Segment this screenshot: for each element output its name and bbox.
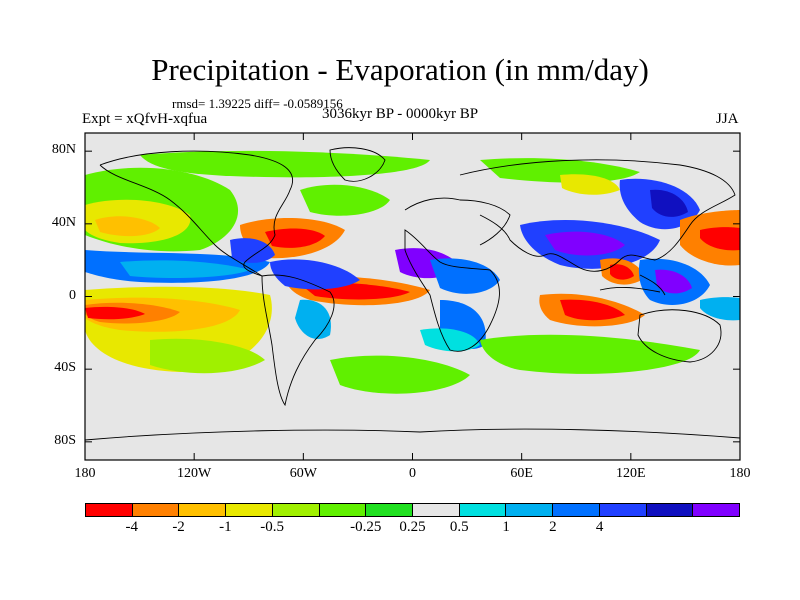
coastline [329, 147, 386, 182]
colorbar-label: 4 [595, 519, 604, 535]
field-region [700, 297, 740, 321]
x-tick-label: 180 [74, 466, 96, 481]
field-region [85, 306, 145, 320]
coastline [85, 428, 740, 441]
colorbar-swatch [179, 504, 227, 516]
colorbar-label: -0.5 [260, 519, 285, 535]
field-region [230, 238, 275, 263]
coastlines [85, 147, 740, 441]
field-shading [85, 150, 740, 394]
y-tick-label: 80N [51, 142, 76, 158]
y-tick-label: 0 [69, 287, 76, 303]
field-region [95, 216, 160, 237]
colorbar-label: 1 [502, 519, 510, 535]
colorbar-label: 0.25 [399, 519, 426, 535]
colorbar-swatch [86, 504, 133, 516]
colorbar-label: -0.25 [350, 519, 382, 535]
colorbar-swatch [132, 504, 180, 516]
x-tick-label: 0 [409, 466, 416, 481]
coastline [261, 274, 335, 407]
colorbar-label: -1 [219, 519, 232, 535]
y-tick-label: 40S [54, 360, 76, 376]
tick-marks [84, 133, 741, 460]
coastline [639, 274, 666, 296]
colorbar-swatch [646, 504, 694, 516]
coastline [99, 150, 293, 277]
field-region [545, 231, 625, 256]
x-tick-label: 60W [289, 466, 317, 481]
colorbar-swatch [319, 504, 367, 516]
field-region [265, 228, 325, 248]
season-label: JJA [716, 111, 739, 127]
field-region [330, 355, 470, 394]
colorbar [85, 503, 740, 517]
field-region [430, 258, 500, 294]
x-tick-label: 120E [616, 466, 646, 481]
coastline [459, 159, 736, 272]
field-region [610, 264, 634, 280]
coastline [404, 229, 500, 352]
colorbar-swatch [459, 504, 507, 516]
colorbar-label: 0.5 [449, 519, 469, 535]
period-label: 3036kyr BP - 0000kyr BP [322, 106, 479, 122]
field-region [140, 150, 430, 178]
colorbar-label: 2 [549, 519, 557, 535]
coastline [637, 309, 722, 363]
y-tick-label: 80S [54, 432, 76, 448]
field-region [120, 260, 250, 278]
colorbar-label: -2 [172, 519, 185, 535]
colorbar-label: -4 [125, 519, 139, 535]
x-tick-label: 180 [729, 466, 751, 481]
field-region [560, 299, 625, 321]
field-region [650, 189, 688, 217]
rmsd-diff-stats: rmsd= 1.39225 diff= -0.0589156 [172, 96, 343, 111]
x-tick-label: 120W [177, 466, 212, 481]
colorbar-swatch [599, 504, 647, 516]
field-region [655, 269, 692, 294]
coastline [99, 164, 263, 277]
field-region [300, 184, 390, 216]
x-tick-label: 60E [510, 466, 533, 481]
experiment-label: Expt = xQfvH-xqfua [82, 111, 208, 127]
colorbar-swatch [553, 504, 600, 516]
field-region [270, 259, 360, 290]
field-region [150, 338, 265, 374]
colorbar-swatch [272, 504, 320, 516]
field-region [295, 299, 331, 339]
colorbar-swatch [366, 504, 414, 516]
coastline [599, 286, 661, 293]
colorbar-swatch [226, 504, 273, 516]
colorbar-swatch [506, 504, 554, 516]
field-region [560, 174, 620, 195]
colorbar-swatch [413, 504, 460, 516]
field-region [700, 227, 740, 251]
colorbar-swatch [693, 504, 740, 516]
field-region [420, 328, 480, 352]
y-tick-label: 40N [51, 214, 76, 230]
plot-title: Precipitation - Evaporation (in mm/day) [151, 52, 649, 87]
coastline [404, 197, 511, 246]
